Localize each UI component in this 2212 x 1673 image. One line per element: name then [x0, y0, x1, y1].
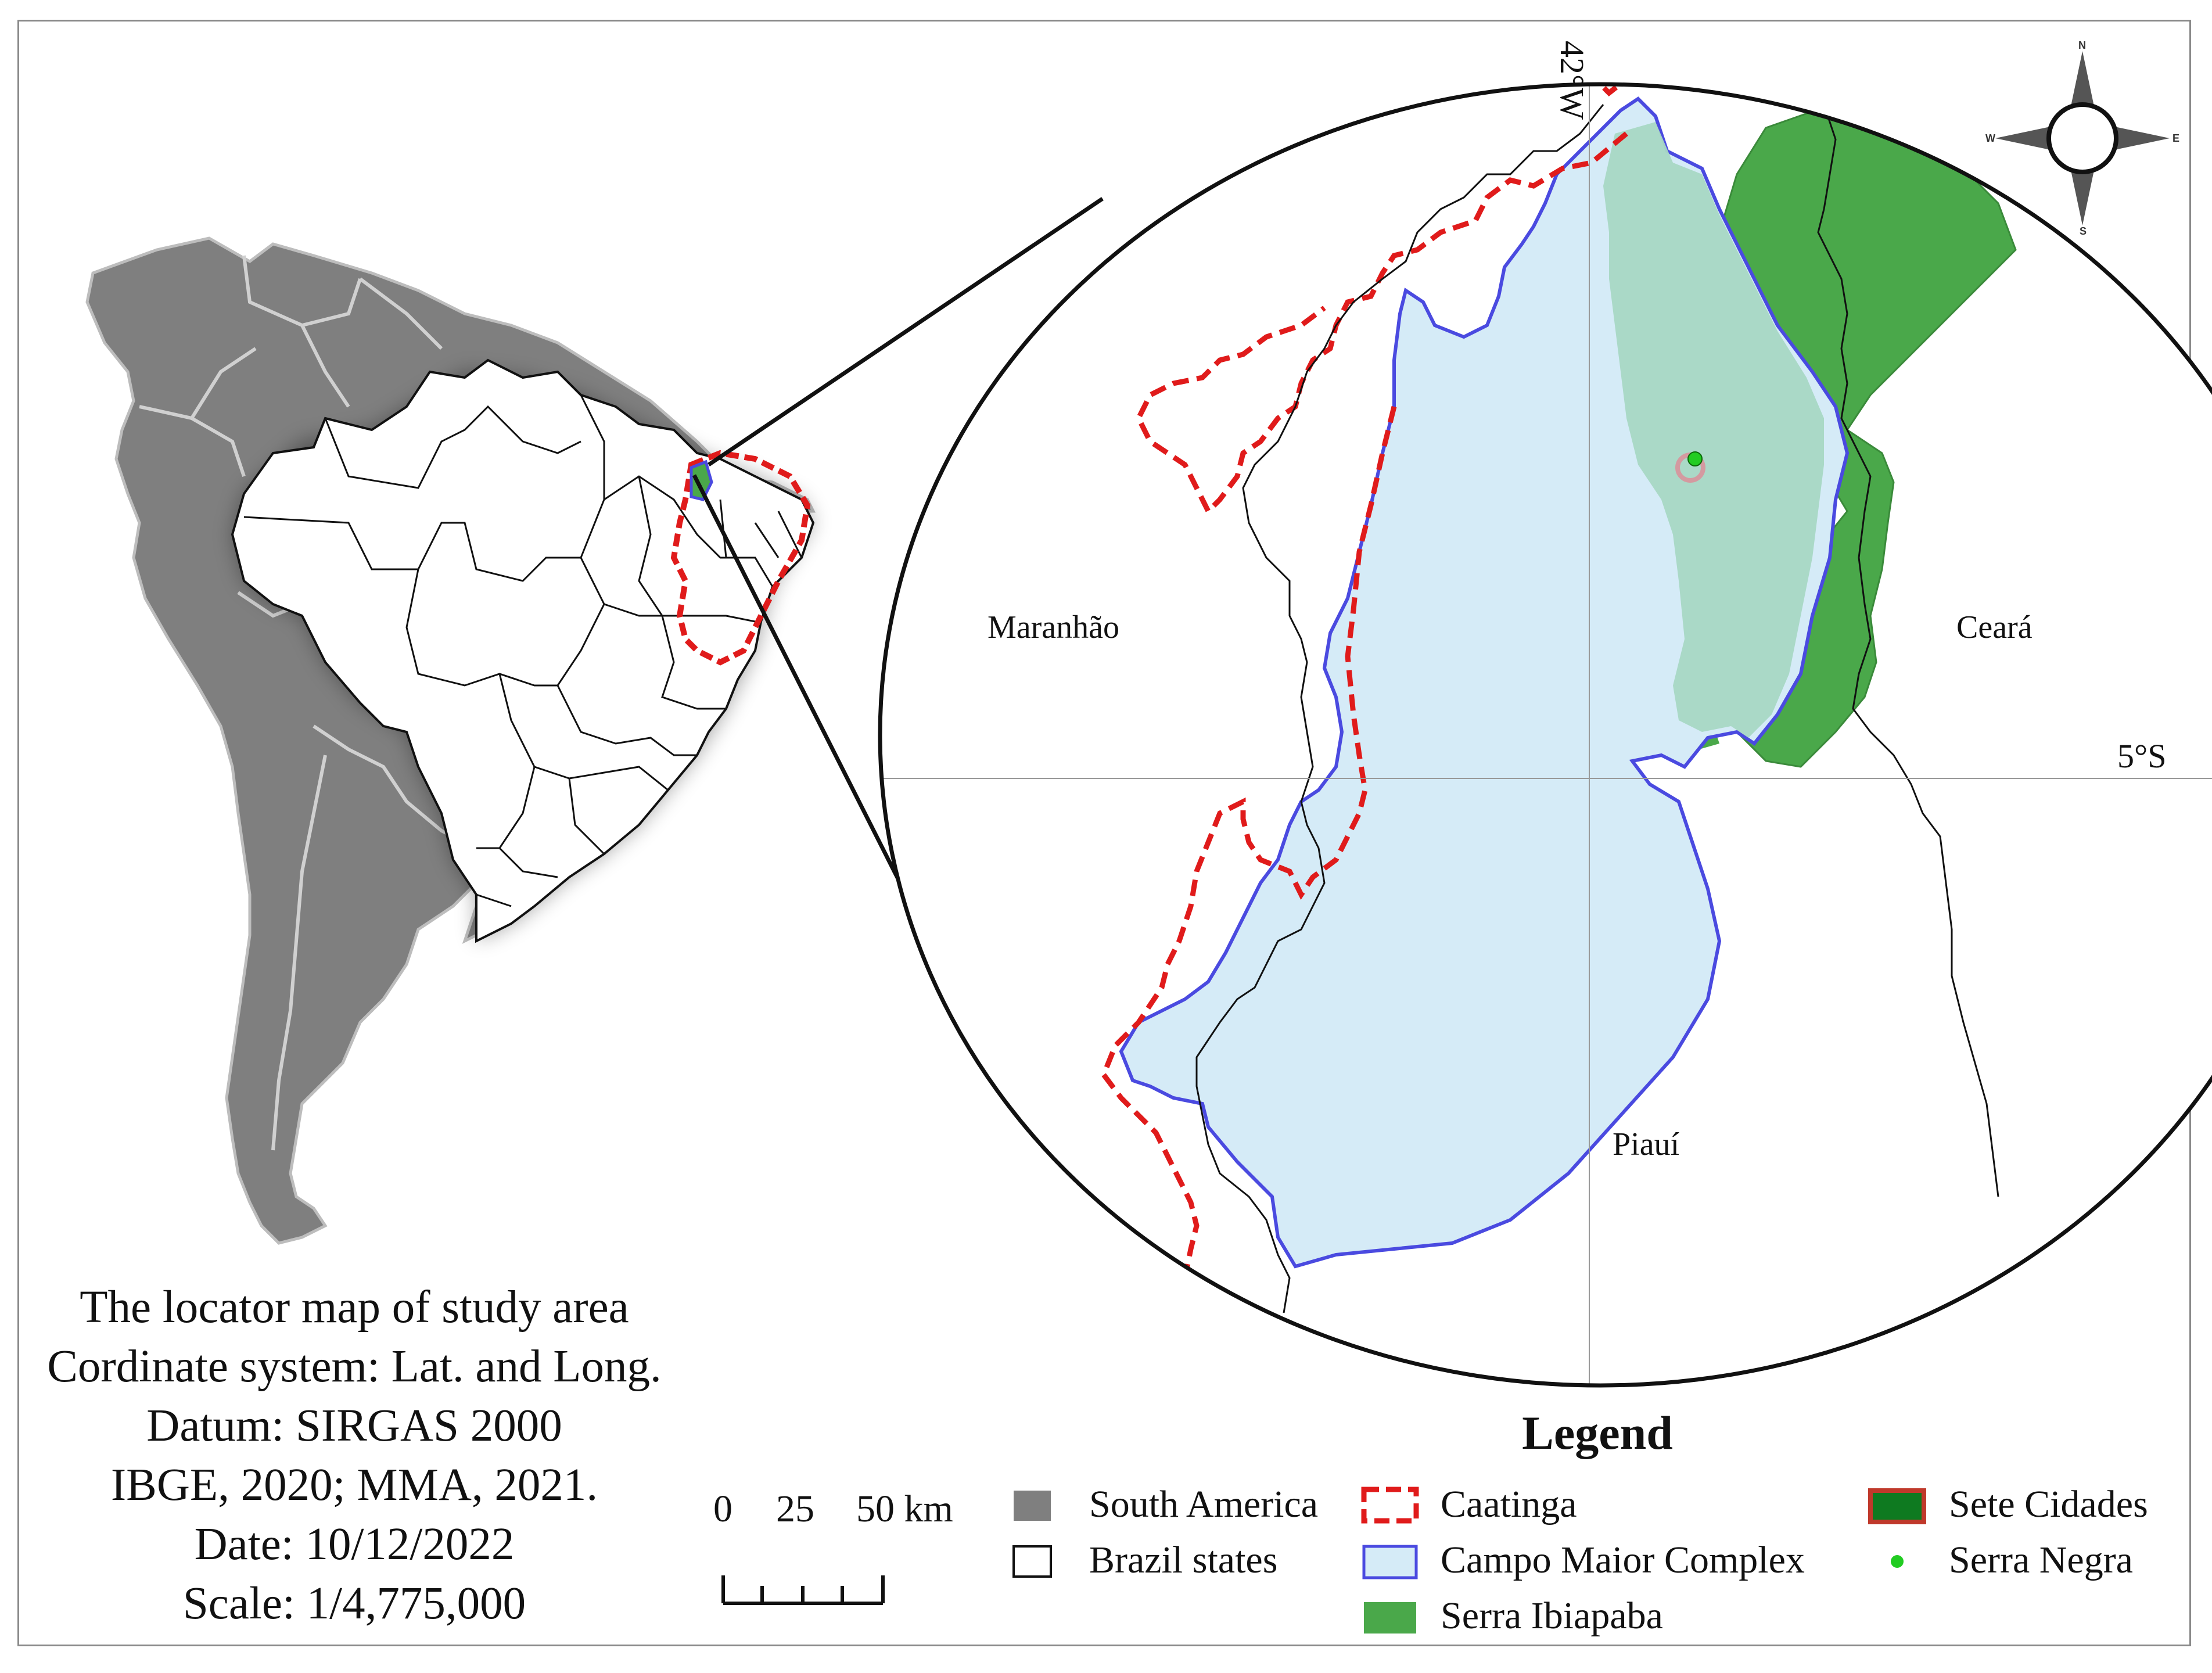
study-area-locator	[690, 459, 713, 501]
scale-label-25: 25	[776, 1488, 814, 1530]
legend-label-campo-maior: Campo Maior Complex	[1441, 1539, 1805, 1581]
sete-cidades-area	[1603, 122, 1824, 738]
label-piaui: Piauí	[1613, 1126, 1680, 1162]
legend-label-serra-negra: Serra Negra	[1949, 1539, 2133, 1581]
info-scale: Scale: 1/4,775,000	[182, 1578, 526, 1629]
compass-label-e: E	[2172, 132, 2180, 144]
legend-swatches	[1012, 1487, 1926, 1633]
zoom-circle-border	[878, 82, 2212, 1388]
compass-e-arrow	[2114, 127, 2170, 150]
zoom-connector-top	[708, 197, 1104, 466]
label-maranhao: Maranhão	[988, 609, 1120, 645]
compass-label-w: W	[1985, 132, 1995, 144]
compass-label-s: S	[2080, 225, 2087, 237]
caatinga-boundary	[1100, 84, 1744, 1308]
legend-swatch-brazil-states	[1012, 1545, 1052, 1578]
legend-label-sete-cidades: Sete Cidades	[1949, 1483, 2148, 1525]
compass-ring	[2046, 102, 2118, 174]
info-sources: IBGE, 2020; MMA, 2021.	[110, 1460, 598, 1510]
compass-n-arrow	[2071, 51, 2094, 106]
compass-rose	[1995, 51, 2170, 225]
legend-label-caatinga: Caatinga	[1441, 1483, 1577, 1525]
scale-label-0: 0	[713, 1488, 732, 1530]
compass-label-n: N	[2078, 40, 2086, 51]
label-ceara: Ceará	[1956, 609, 2033, 645]
legend-swatch-serra-ibiapaba	[1364, 1602, 1416, 1633]
info-date: Date: 10/12/2022	[194, 1519, 515, 1570]
brazil-state-borders	[243, 394, 803, 907]
state-border-maranhao-piaui	[1195, 104, 1604, 1313]
zoom-connector-bottom	[692, 474, 929, 938]
label-meridian-42w: 42°W	[1553, 41, 1591, 120]
legend-swatch-caatinga	[1361, 1487, 1419, 1524]
scale-bar	[721, 1575, 885, 1605]
compass-s-arrow	[2071, 170, 2094, 225]
zoom-map	[880, 84, 2212, 1385]
legend-title: Legend	[1522, 1406, 1673, 1459]
south-america-map	[85, 197, 1104, 1245]
legend-swatch-campo-maior	[1362, 1545, 1418, 1579]
map-info-block: The locator map of study area Cordinate …	[23, 1278, 685, 1633]
info-coordinate-system: Cordinate system: Lat. and Long.	[47, 1341, 662, 1392]
label-parallel-5s: 5°S	[2117, 737, 2167, 775]
state-border-piaui-ceara	[1817, 104, 1999, 1197]
legend-label-brazil-states: Brazil states	[1089, 1539, 1278, 1581]
legend-swatch-serra-negra	[1891, 1555, 1904, 1568]
scale-label-50: 50 km	[856, 1488, 953, 1530]
legend-label-south-america: South America	[1089, 1483, 1319, 1525]
compass-w-arrow	[1995, 127, 2051, 150]
legend-swatch-sete-cidades	[1868, 1488, 1926, 1524]
info-title: The locator map of study area	[80, 1282, 629, 1333]
brazil-outline	[231, 358, 815, 943]
info-datum: Datum: SIRGAS 2000	[146, 1401, 562, 1451]
serra-negra-point	[1687, 451, 1703, 466]
legend-label-serra-ibiapaba: Serra Ibiapaba	[1441, 1595, 1663, 1637]
legend-swatch-south-america	[1014, 1491, 1051, 1521]
caatinga-locator-outline	[670, 450, 811, 666]
